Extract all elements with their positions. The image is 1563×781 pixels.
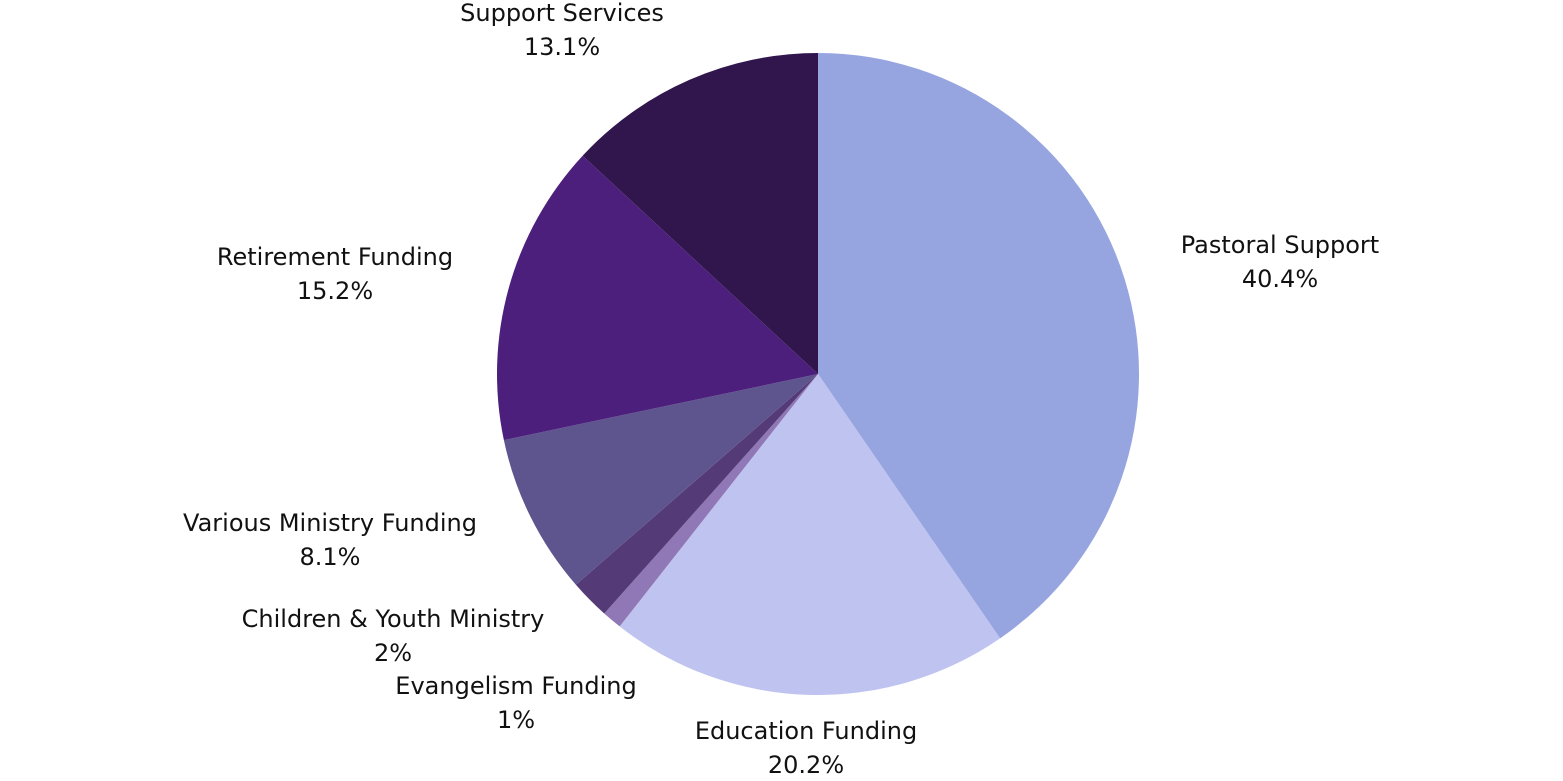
pie-slice <box>575 374 818 614</box>
slice-value-label: 1% <box>497 706 535 734</box>
pie-slice <box>496 155 818 441</box>
slice-value-label: 15.2% <box>297 277 373 305</box>
slice-value-label: 13.1% <box>524 33 600 61</box>
slice-label: Various Ministry Funding <box>183 509 477 537</box>
slice-label: Evangelism Funding <box>395 672 636 700</box>
slice-label: Education Funding <box>695 717 917 745</box>
slice-value-label: 2% <box>374 639 412 667</box>
pie-slice <box>619 374 1001 695</box>
slice-label: Support Services <box>460 0 664 27</box>
slice-label: Retirement Funding <box>217 243 453 271</box>
pie-slice <box>604 374 818 627</box>
slice-value-label: 40.4% <box>1242 265 1318 293</box>
pie-slice <box>582 53 818 374</box>
slice-label: Children & Youth Ministry <box>242 605 545 633</box>
slice-value-label: 8.1% <box>300 543 361 571</box>
pie-slice <box>818 53 1139 639</box>
slice-value-label: 20.2% <box>768 751 844 779</box>
pie-slice <box>503 374 818 585</box>
slice-label: Pastoral Support <box>1181 231 1379 259</box>
